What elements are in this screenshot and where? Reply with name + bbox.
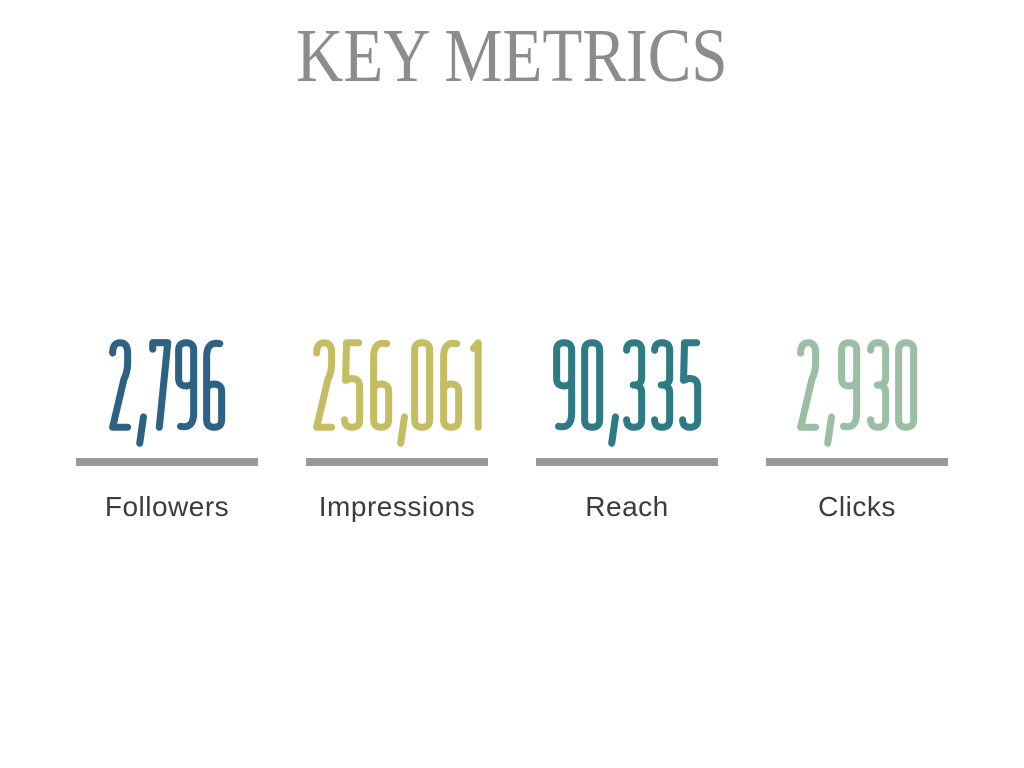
comma-glyph [136, 413, 147, 447]
digit-glyph-2 [796, 339, 819, 431]
comma-glyph [608, 413, 620, 447]
digit-glyph-2 [313, 339, 336, 431]
metric-card-clicks: Clicks [742, 338, 972, 521]
metric-divider [76, 458, 258, 466]
digit-glyph-9 [552, 339, 575, 431]
digit-glyph-6 [439, 339, 462, 431]
digit-glyph-1 [469, 339, 482, 431]
digit-glyph-6 [369, 339, 392, 431]
digit-glyph-5 [679, 339, 702, 431]
digit-glyph-0 [581, 339, 604, 431]
metrics-row: Followers Impressions Reach Clicks [52, 338, 972, 521]
digit-glyph-3 [866, 339, 889, 431]
page-title-text: KEY METRICS [296, 14, 728, 98]
metric-value [795, 338, 919, 447]
metric-divider [536, 458, 718, 466]
digit-glyph-2 [108, 339, 131, 431]
page-title: KEY METRICS [0, 18, 1024, 94]
comma-glyph [824, 413, 836, 447]
digit-glyph-6 [203, 339, 226, 431]
comma-glyph [397, 413, 409, 447]
metric-label: Impressions [318, 491, 476, 522]
metric-card-impressions: Impressions [282, 338, 512, 521]
metric-value [311, 338, 483, 447]
metric-label: Reach [585, 491, 669, 522]
metric-label: Followers [104, 491, 230, 522]
metric-label: Clicks [818, 491, 896, 522]
metric-divider [766, 458, 948, 466]
metric-card-reach: Reach [512, 338, 742, 521]
digit-glyph-3 [650, 339, 673, 431]
metric-divider [306, 458, 488, 466]
digit-glyph-9 [838, 339, 861, 431]
digit-glyph-9 [174, 339, 197, 431]
digit-glyph-0 [895, 339, 918, 431]
digit-glyph-5 [341, 339, 364, 431]
digit-glyph-7 [149, 339, 172, 431]
metric-value [551, 338, 704, 447]
digit-glyph-3 [622, 339, 645, 431]
digit-glyph-0 [411, 339, 434, 431]
metric-value [107, 338, 228, 447]
metric-card-followers: Followers [52, 338, 282, 521]
